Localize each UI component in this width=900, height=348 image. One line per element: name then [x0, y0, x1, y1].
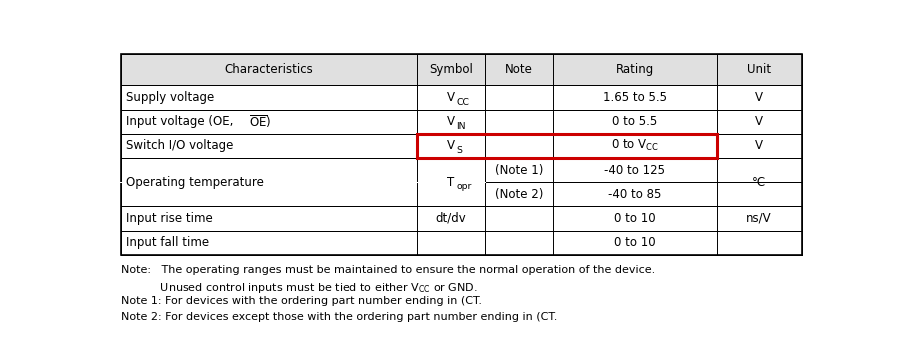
Text: Note:   The operating ranges must be maintained to ensure the normal operation o: Note: The operating ranges must be maint… — [121, 265, 655, 275]
Text: 0 to 5.5: 0 to 5.5 — [612, 115, 658, 128]
Text: Characteristics: Characteristics — [225, 63, 313, 76]
Text: V: V — [755, 139, 763, 152]
Text: 0 to 10: 0 to 10 — [614, 236, 656, 249]
Text: V: V — [447, 91, 455, 104]
Text: Operating temperature: Operating temperature — [126, 176, 265, 189]
Text: Note 1: For devices with the ordering part number ending in (CT.: Note 1: For devices with the ordering pa… — [121, 296, 482, 306]
Text: -40 to 125: -40 to 125 — [604, 164, 665, 176]
Bar — [121, 182, 802, 206]
Text: -40 to 85: -40 to 85 — [608, 188, 662, 201]
Text: S: S — [456, 146, 463, 155]
Text: 0 to 10: 0 to 10 — [614, 212, 656, 225]
Text: V: V — [755, 91, 763, 104]
Text: 0 to V$_{\mathrm{CC}}$: 0 to V$_{\mathrm{CC}}$ — [611, 138, 659, 153]
Text: Unit: Unit — [747, 63, 771, 76]
Text: (Note 2): (Note 2) — [495, 188, 544, 201]
Text: Input voltage (OE,: Input voltage (OE, — [126, 115, 238, 128]
Text: V: V — [447, 139, 455, 152]
Bar — [121, 54, 802, 85]
Bar — [121, 110, 802, 134]
Text: °C: °C — [752, 176, 766, 189]
Text: 1.65 to 5.5: 1.65 to 5.5 — [603, 91, 667, 104]
Text: Switch I/O voltage: Switch I/O voltage — [126, 139, 234, 152]
Bar — [121, 158, 802, 182]
Bar — [417, 134, 716, 158]
Bar — [121, 85, 802, 110]
Text: V: V — [755, 115, 763, 128]
Bar — [121, 134, 802, 158]
Text: IN: IN — [456, 122, 466, 131]
Text: (Note 1): (Note 1) — [495, 164, 544, 176]
Text: opr: opr — [456, 182, 472, 191]
Text: dt/dv: dt/dv — [436, 212, 466, 225]
Text: ns/V: ns/V — [746, 212, 772, 225]
Text: Note 2: For devices except those with the ordering part number ending in (CT.: Note 2: For devices except those with th… — [121, 311, 557, 322]
Text: Note: Note — [505, 63, 533, 76]
Text: Unused control inputs must be tied to either V$_{\mathrm{CC}}$ or GND.: Unused control inputs must be tied to ei… — [121, 280, 478, 294]
Text: T: T — [447, 176, 454, 189]
Bar — [121, 231, 802, 255]
Bar — [121, 182, 486, 183]
Text: Input rise time: Input rise time — [126, 212, 213, 225]
Bar — [121, 206, 802, 231]
Text: Input fall time: Input fall time — [126, 236, 210, 249]
Bar — [121, 54, 802, 255]
Text: Rating: Rating — [616, 63, 654, 76]
Text: CC: CC — [456, 98, 470, 107]
Text: Supply voltage: Supply voltage — [126, 91, 215, 104]
Text: Symbol: Symbol — [429, 63, 473, 76]
Text: V: V — [447, 115, 455, 128]
Text: $\overline{\mathrm{OE}}$): $\overline{\mathrm{OE}}$) — [248, 113, 271, 130]
